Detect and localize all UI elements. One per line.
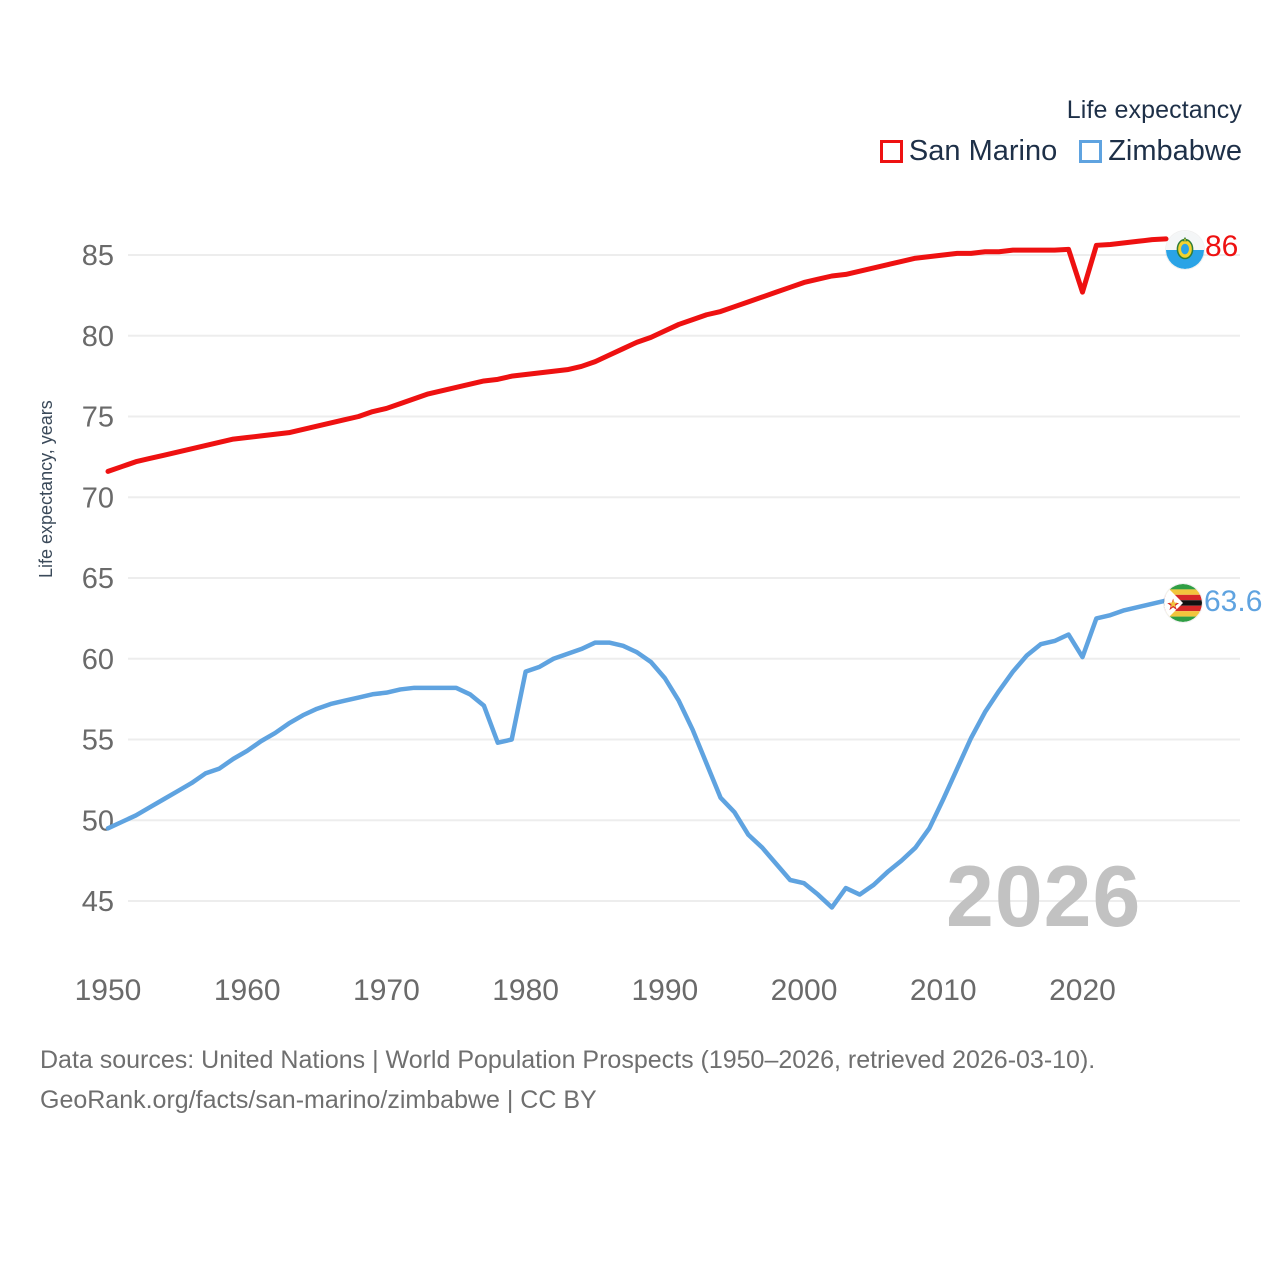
svg-text:65: 65 bbox=[82, 563, 114, 595]
gridlines bbox=[128, 254, 1240, 902]
svg-text:2020: 2020 bbox=[1049, 974, 1116, 1007]
series-line-san-marino bbox=[105, 236, 1169, 474]
legend-item-san-marino[interactable]: San Marino bbox=[879, 135, 1058, 167]
svg-text:80: 80 bbox=[82, 321, 114, 353]
svg-text:55: 55 bbox=[82, 725, 114, 757]
legend-swatch-zimbabwe-icon bbox=[1079, 140, 1103, 163]
svg-text:45: 45 bbox=[82, 886, 114, 918]
svg-text:1980: 1980 bbox=[492, 974, 559, 1007]
legend-title: Life expectancy bbox=[1066, 96, 1242, 124]
year-watermark: 2026 bbox=[946, 849, 1142, 945]
footer-line-1: Data sources: United Nations | World Pop… bbox=[40, 1046, 1096, 1074]
legend-label-san-marino: San Marino bbox=[908, 135, 1058, 167]
svg-text:1990: 1990 bbox=[631, 974, 698, 1007]
zimbabwe-flag-icon bbox=[1164, 584, 1202, 622]
chart-footer: Data sources: United Nations | World Pop… bbox=[40, 1040, 1095, 1120]
y-tick-labels: 45 50 55 60 65 70 75 80 85 bbox=[82, 240, 114, 918]
legend-item-zimbabwe[interactable]: Zimbabwe bbox=[1079, 137, 1242, 166]
series-line-zimbabwe bbox=[105, 598, 1169, 910]
series-lines bbox=[105, 236, 1169, 910]
svg-text:50: 50 bbox=[82, 805, 114, 837]
chart-legend: Life expectancy San Marino Zimbabwe bbox=[879, 96, 1242, 167]
legend-label-zimbabwe: Zimbabwe bbox=[1108, 135, 1242, 167]
y-axis-label: Life expectancy, years bbox=[36, 400, 56, 578]
san-marino-flag-icon bbox=[1166, 231, 1204, 269]
svg-text:1960: 1960 bbox=[214, 974, 281, 1007]
svg-text:2000: 2000 bbox=[771, 974, 838, 1007]
svg-text:70: 70 bbox=[82, 482, 114, 514]
svg-text:2010: 2010 bbox=[910, 974, 977, 1007]
svg-text:75: 75 bbox=[82, 402, 114, 434]
svg-text:1970: 1970 bbox=[353, 974, 420, 1007]
x-tick-labels: 1950 1960 1970 1980 1990 2000 2010 2020 bbox=[75, 974, 1116, 1007]
end-value-san-marino: 86 bbox=[1205, 230, 1239, 263]
legend-items: San Marino Zimbabwe bbox=[879, 135, 1242, 167]
svg-text:85: 85 bbox=[82, 240, 114, 272]
end-value-zimbabwe: 63.6 bbox=[1204, 585, 1263, 618]
legend-swatch-san-marino-icon bbox=[879, 140, 903, 163]
svg-text:1950: 1950 bbox=[75, 974, 142, 1007]
svg-text:60: 60 bbox=[82, 644, 114, 676]
footer-line-2: GeoRank.org/facts/san-marino/zimbabwe | … bbox=[40, 1086, 597, 1114]
